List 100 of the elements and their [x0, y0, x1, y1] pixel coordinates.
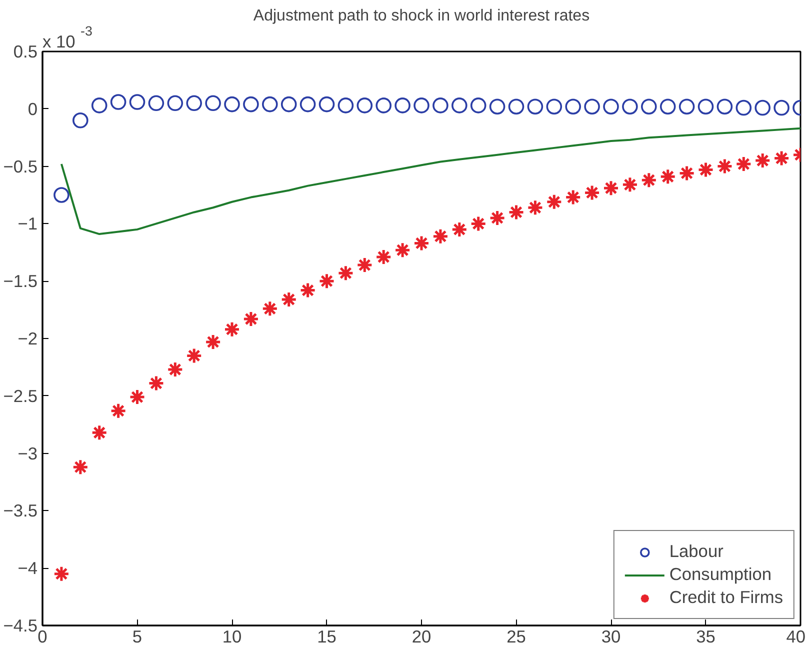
point: [432, 98, 448, 114]
point: [72, 458, 89, 476]
point: [318, 272, 335, 290]
point: [356, 98, 373, 114]
annotation: x 10-3: [42, 24, 92, 52]
point: [736, 100, 752, 116]
point: [546, 194, 562, 210]
point: [414, 98, 430, 114]
y-tick-label: −1: [18, 214, 38, 234]
point: [660, 98, 676, 114]
point: [205, 95, 221, 112]
point: [754, 100, 770, 116]
chart-title: Adjustment path to shock in world interest rates: [253, 8, 590, 24]
point: [698, 161, 714, 178]
point: [489, 210, 506, 226]
point: [754, 152, 771, 169]
point: [110, 94, 126, 110]
point: [375, 248, 392, 266]
point: [129, 388, 146, 406]
point: [262, 96, 278, 112]
point: [394, 98, 410, 114]
line-series: [60, 127, 800, 236]
y-tick-label: −4: [18, 558, 38, 578]
point: [148, 95, 164, 112]
point: [318, 96, 335, 112]
point: [678, 98, 695, 114]
point: [300, 282, 316, 299]
point: [91, 424, 108, 441]
point: [603, 98, 619, 114]
point: [602, 180, 620, 196]
point: [470, 98, 486, 114]
point: [129, 94, 146, 110]
point: [640, 172, 658, 188]
y-tick-label: −4.5: [3, 616, 38, 636]
point: [376, 98, 392, 114]
point: [774, 100, 790, 116]
legend-label: Consumption: [669, 564, 772, 585]
point: [186, 347, 202, 364]
point: [584, 184, 600, 201]
point: [452, 98, 468, 114]
point: [451, 221, 468, 238]
x-tick-label: 5: [132, 626, 142, 646]
point: [584, 98, 600, 114]
point: [72, 112, 88, 128]
point: [527, 98, 544, 114]
point: [773, 150, 790, 167]
y-tick-label: −0.5: [3, 156, 38, 176]
point: [508, 98, 524, 114]
x-tick-label: 40: [786, 626, 806, 646]
point: [53, 566, 70, 582]
point: [280, 96, 297, 112]
y-tick-label: −3: [18, 443, 38, 464]
point: [356, 256, 373, 274]
x-tick-label: 15: [317, 626, 336, 646]
x-tick-label: 30: [601, 626, 621, 646]
point: [338, 98, 354, 114]
point: [660, 168, 676, 185]
point: [394, 242, 411, 258]
point: [508, 204, 524, 220]
point: [243, 96, 259, 112]
point: [489, 98, 506, 114]
point: [204, 334, 222, 350]
point: [432, 228, 449, 245]
point: [678, 164, 696, 182]
point: [186, 95, 202, 112]
point: [224, 96, 240, 112]
y-tick-label: −2: [18, 328, 38, 348]
x-tick-label: 35: [696, 626, 716, 646]
y-tick-label: −2.5: [3, 386, 38, 406]
point: [622, 176, 638, 193]
point: [167, 95, 184, 112]
point: [166, 361, 184, 378]
point: [622, 98, 638, 114]
point: [526, 199, 544, 216]
point: [546, 98, 562, 114]
point: [716, 98, 733, 114]
y-tick-label: 0.5: [13, 42, 38, 62]
point: [91, 98, 108, 114]
point: [470, 215, 487, 232]
x-tick-label: 25: [506, 626, 526, 646]
point: [110, 402, 127, 420]
y-tick-label: 0: [28, 98, 38, 119]
point: [280, 291, 298, 308]
point: [564, 189, 582, 206]
point: [337, 264, 354, 282]
point: [148, 375, 164, 392]
point: [224, 321, 240, 338]
legend-label: Labour: [669, 541, 724, 562]
point: [565, 98, 581, 114]
point: [641, 98, 657, 114]
point: [242, 310, 260, 328]
point: [300, 96, 316, 112]
y-tick-label: −1.5: [3, 271, 38, 292]
point: [262, 300, 278, 317]
x-tick-label: 10: [222, 626, 242, 646]
x-tick-label: 20: [412, 626, 432, 646]
point: [716, 158, 733, 175]
legend-label: Credit to Firms: [669, 587, 783, 608]
y-tick-label: −3.5: [3, 500, 38, 521]
point: [54, 187, 70, 203]
